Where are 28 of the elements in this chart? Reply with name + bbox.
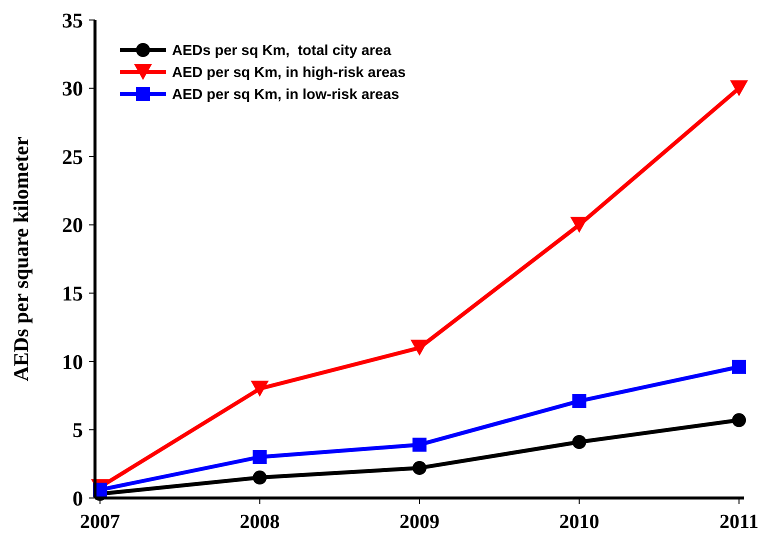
legend-label: AED per sq Km, in high-risk areas [172, 65, 406, 82]
point [412, 460, 426, 475]
y-tick-label: 30 [62, 76, 83, 101]
point [412, 438, 426, 452]
legend-label: AEDs per sq Km, total city area [172, 43, 392, 60]
x-tick-label: 2010 [559, 511, 600, 533]
point [252, 470, 267, 485]
x-tick-label: 2009 [400, 511, 440, 533]
x-tick-label: 2008 [240, 511, 280, 533]
y-tick-label: 20 [62, 213, 83, 238]
y-tick-label: 0 [72, 486, 83, 510]
point [572, 394, 586, 408]
point [250, 380, 269, 397]
y-tick-label: 10 [62, 350, 83, 374]
point [730, 80, 748, 96]
y-tick-label: 35 [62, 8, 83, 32]
point [732, 413, 746, 428]
y-tick-label: 15 [62, 281, 83, 306]
y-axis-title: AEDs per square kilometer [9, 136, 33, 382]
point [252, 450, 267, 464]
point [732, 360, 746, 374]
point [572, 435, 586, 450]
x-tick-label: 2011 [720, 511, 758, 533]
legend-label: AED per sq Km, in low-risk areas [172, 87, 400, 104]
x-tick-label: 2007 [80, 511, 120, 533]
y-tick-label: 25 [62, 144, 83, 169]
point [410, 340, 428, 356]
y-tick-label: 5 [72, 418, 83, 442]
